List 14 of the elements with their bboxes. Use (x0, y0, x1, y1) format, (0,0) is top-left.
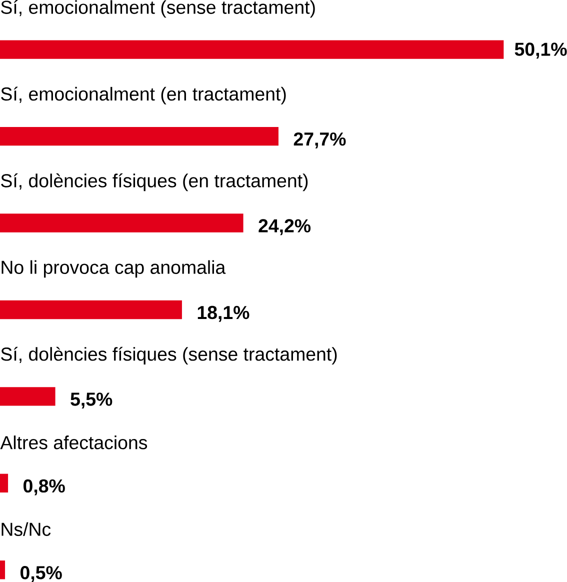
data-label: 18,1% (198, 306, 250, 322)
y-tick-label: Sí, emocionalment (en tractament) (0, 86, 286, 104)
y-tick-label: Sí, dolències físiques (sense tractament) (0, 346, 337, 364)
data-label: 5,5% (70, 392, 112, 409)
data-label: 24,2% (258, 219, 310, 236)
y-tick-label: Sí, emocionalment (sense tractament) (0, 0, 315, 18)
y-tick-label: Altres afectacions (0, 436, 147, 450)
data-label: 50,1% (514, 42, 567, 59)
data-label: 27,7% (294, 132, 346, 148)
data-label: 0,8% (23, 479, 65, 496)
y-tick-label: Ns/Nc (2, 522, 50, 536)
data-label: 0,5% (20, 566, 62, 582)
y-tick-label: Sí, dolències físiques (en tractament) (0, 173, 308, 192)
y-tick-label: No li provoca cap anomalia (2, 260, 226, 278)
